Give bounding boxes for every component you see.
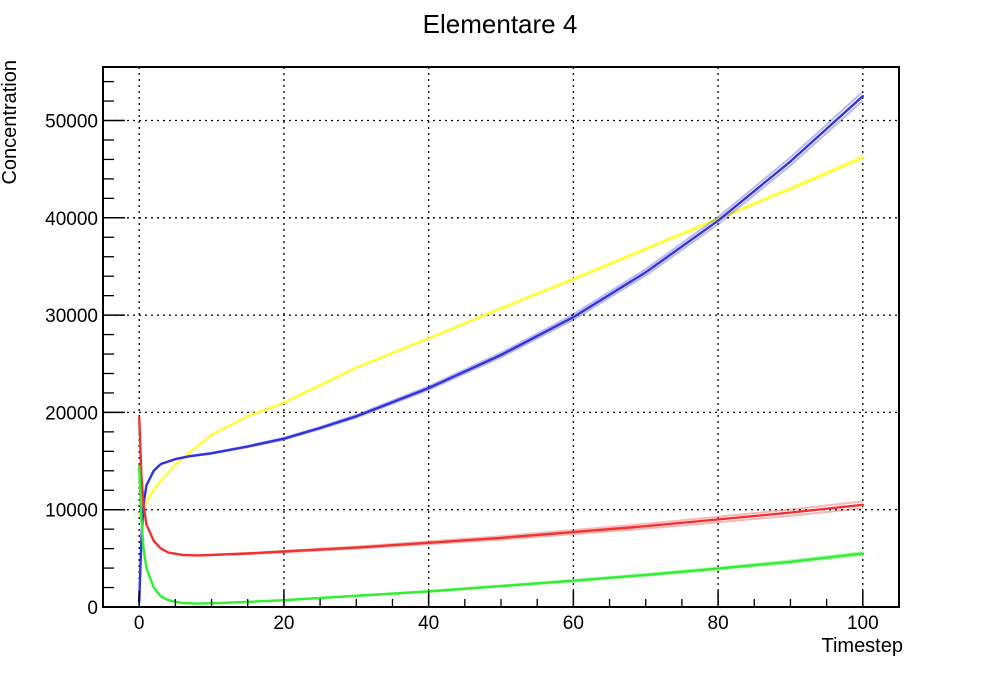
y-tick-label: 20000: [45, 403, 98, 424]
x-tick-label: 20: [273, 613, 294, 634]
y-tick-label: 10000: [45, 501, 98, 522]
y-tick-label: 50000: [45, 112, 98, 133]
series-band-3: [138, 465, 863, 605]
x-tick-label: 100: [847, 613, 879, 634]
x-axis-label: Timestep: [821, 635, 903, 657]
x-tick-label: 80: [708, 613, 729, 634]
chart-title: Elementare 4: [423, 9, 578, 39]
y-tick-label: 40000: [45, 209, 98, 230]
series-line-0: [137, 156, 864, 516]
series-line-1: [137, 94, 864, 604]
x-tick-label: 0: [134, 613, 145, 634]
x-tick-label: 60: [563, 613, 584, 634]
axis-ticks: [102, 80, 900, 608]
series-line-3: [137, 464, 864, 605]
series-band-1: [138, 91, 864, 603]
tick-labels: 0 20 40 60 80 100 0 10000 20000 30000 40000 50000: [45, 112, 879, 634]
y-tick-label: 30000: [45, 306, 98, 327]
series-band-2: [138, 417, 863, 557]
series-layer: [137, 91, 864, 605]
series-line-2: [137, 416, 864, 557]
series-band-2: [138, 417, 863, 557]
y-axis-label: Concentration: [0, 60, 21, 185]
y-tick-label: 0: [87, 598, 98, 619]
series-band-3: [138, 465, 863, 605]
x-tick-label: 40: [418, 613, 439, 634]
series-band-0: [138, 155, 864, 516]
plot-frame: [102, 66, 900, 608]
series-band-1: [138, 99, 864, 603]
series-band-0: [138, 157, 864, 516]
grid: [103, 67, 899, 607]
